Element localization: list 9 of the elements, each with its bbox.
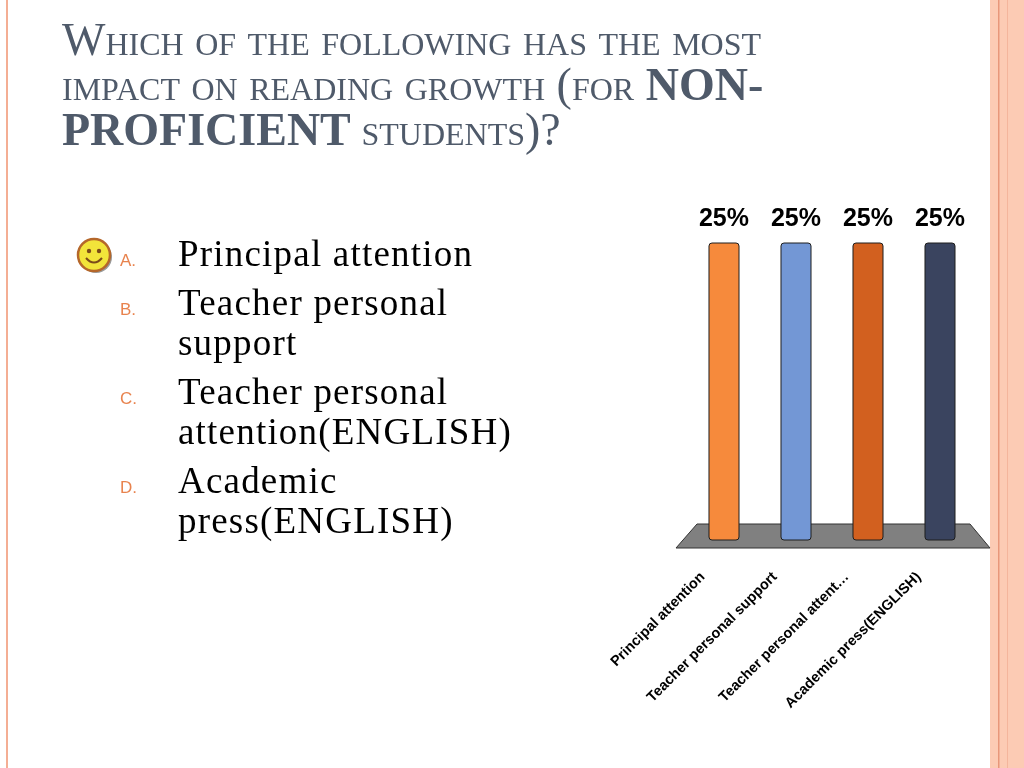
text: D. Academic press(ENGLISH) — [120, 460, 454, 541]
data-label: 25% — [842, 203, 894, 231]
text: A. Principal attention — [120, 233, 474, 274]
chart-title: Which of the following has the most impact on reading growth (for NON-PROFICIENT students)? — [62, 14, 764, 155]
data-label: 25% — [770, 203, 822, 231]
data-label: 25% — [698, 203, 750, 231]
data-label: 25% — [914, 203, 966, 231]
text: B. Teacher personal support — [120, 282, 449, 363]
text: C. Teacher personal attention(ENGLISH) — [120, 371, 512, 452]
